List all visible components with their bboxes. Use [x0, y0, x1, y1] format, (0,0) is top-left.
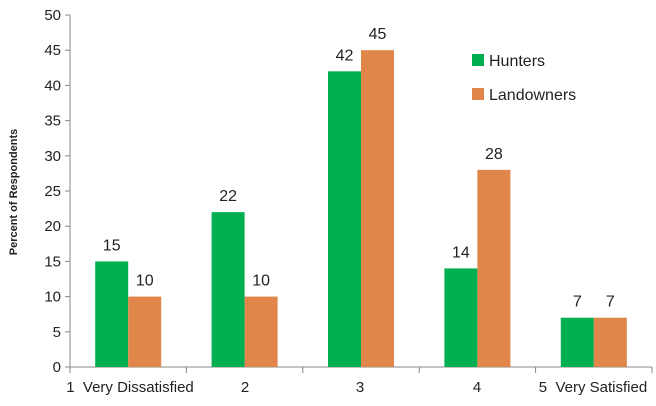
data-label: 45: [369, 26, 387, 43]
y-tick-label: 10: [44, 289, 61, 306]
data-labels: 15 22 42 14 7 10 10 45 28 7: [103, 26, 615, 311]
y-axis: 0 5 10 15 20 25 30 35 40 45 50: [44, 7, 71, 376]
legend-swatch: [472, 88, 484, 100]
y-tick-label: 5: [53, 324, 61, 341]
data-label: 10: [252, 273, 270, 290]
bar-landowners: [593, 317, 627, 367]
bar-hunters: [95, 261, 129, 367]
y-tick-label: 35: [44, 113, 61, 130]
bar-hunters: [211, 212, 245, 367]
x-tick-label: 3: [356, 379, 364, 396]
y-tick-label: 25: [44, 183, 61, 200]
data-label: 10: [136, 273, 154, 290]
x-tick-label: 2: [241, 379, 249, 396]
data-label: 42: [336, 47, 354, 64]
bar-landowners: [244, 296, 278, 367]
bar-landowners: [128, 296, 162, 367]
x-tick-label: 4: [473, 379, 481, 396]
legend-entry: Landowners: [489, 87, 576, 104]
bar-landowners: [477, 169, 511, 367]
y-tick-label: 15: [44, 253, 61, 270]
data-label: 28: [485, 146, 503, 163]
x-tick-label: 1 Very Dissatisfied: [66, 379, 194, 396]
bar-hunters: [328, 71, 361, 367]
legend-swatch: [472, 54, 484, 66]
data-label: 7: [606, 294, 615, 311]
y-tick-label: 50: [44, 7, 61, 24]
data-label: 14: [452, 244, 470, 261]
y-tick-label: 45: [44, 42, 61, 59]
bars: [95, 50, 627, 367]
y-tick-label: 40: [44, 77, 61, 94]
legend-entry: Hunters: [489, 53, 545, 70]
y-tick-label: 20: [44, 218, 61, 235]
x-axis: 1 Very Dissatisfied 2 3 4 5 Very Satisfied: [66, 366, 653, 396]
x-tick-label: 5 Very Satisfied: [539, 379, 647, 396]
bar-hunters: [444, 268, 478, 367]
y-tick-label: 30: [44, 148, 61, 165]
bar-landowners: [361, 50, 394, 367]
y-axis-label: Percent of Respondents: [8, 129, 20, 256]
bar-hunters: [560, 317, 594, 367]
data-label: 7: [573, 294, 582, 311]
y-tick-label: 0: [53, 359, 61, 376]
data-label: 15: [103, 237, 121, 254]
legend: Hunters Landowners: [472, 53, 576, 104]
data-label: 22: [219, 188, 237, 205]
